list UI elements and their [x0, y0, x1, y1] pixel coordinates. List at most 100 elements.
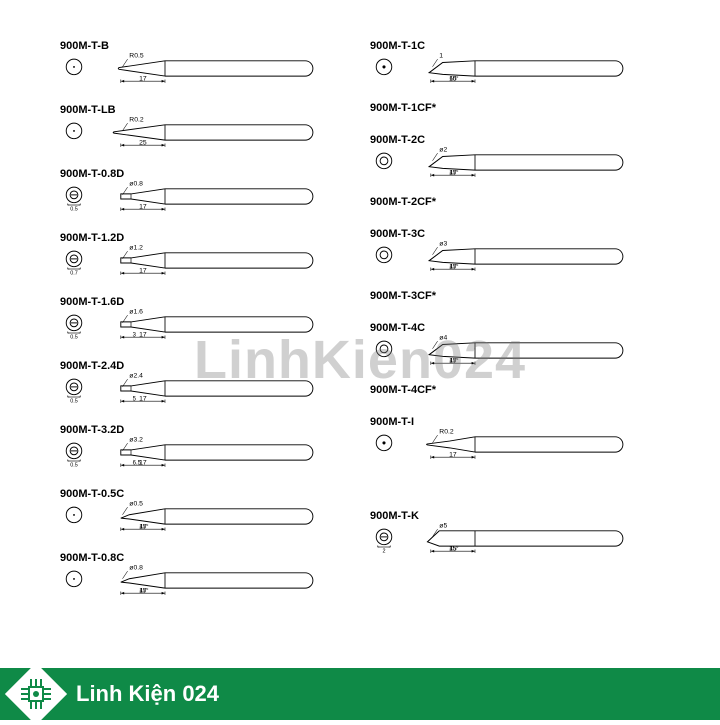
- tip-label: 900M-T-0.5C: [60, 488, 124, 500]
- tip-entry: 900M-T-3.2D 0.5 17 ø3.2 6.5: [60, 424, 350, 486]
- tip-entry: 900M-T-1.6D 0.5 17 ø1.6 3: [60, 296, 350, 358]
- tip-entry: 900M-T-4C 17 ø4 45° 900M-T-4CF*: [370, 322, 660, 414]
- tip-side-view: 17 ø0.8 45°: [96, 566, 336, 600]
- tip-side-view: 17 ø1.2: [96, 246, 336, 280]
- tip-side-view: 17 ø3.2 6.5: [96, 438, 336, 472]
- svg-text:ø2: ø2: [439, 146, 447, 153]
- cross-section-icon: [60, 120, 88, 148]
- tip-label: 900M-T-1C: [370, 40, 425, 52]
- left-column: 900M-T-B 17 R0.5 900M-T-LB: [60, 40, 350, 616]
- svg-text:45°: 45°: [450, 170, 460, 176]
- right-column: 900M-T-1C 15 1 60° 900M-T-1CF* 900M-T-2C: [370, 40, 660, 604]
- tip-side-view: 17 R0.2: [406, 430, 646, 464]
- tip-label: 900M-T-I: [370, 416, 414, 428]
- svg-text:17: 17: [139, 203, 147, 210]
- svg-text:0.5: 0.5: [70, 334, 78, 340]
- tip-entry: 900M-T-K 2 15 ø5 45°: [370, 510, 660, 602]
- svg-text:ø5: ø5: [439, 522, 447, 529]
- footer-bar: Linh Kiện 024: [0, 668, 720, 720]
- cross-section-icon: [60, 56, 88, 84]
- tip-entry: 900M-T-0.5C 17 ø0.5 45°: [60, 488, 350, 550]
- cross-section-icon: [60, 504, 88, 532]
- tip-label: 900M-T-3C: [370, 228, 425, 240]
- svg-text:ø0.8: ø0.8: [129, 180, 143, 187]
- cross-section-icon: 0.7: [60, 248, 88, 276]
- tip-label: 900M-T-0.8C: [60, 552, 124, 564]
- tip-entry: 900M-T-LB 25 R0.2: [60, 104, 350, 166]
- svg-text:1: 1: [439, 52, 443, 59]
- tip-entry: 900M-T-3C 17 ø3 45° 900M-T-3CF*: [370, 228, 660, 320]
- tip-entry: 900M-T-2C 17 ø2 45° 900M-T-2CF*: [370, 134, 660, 226]
- svg-text:R0.2: R0.2: [439, 428, 454, 435]
- svg-text:17: 17: [139, 75, 147, 82]
- svg-text:ø1.2: ø1.2: [129, 244, 143, 251]
- tip-entry: 900M-T-0.8C 17 ø0.8 45°: [60, 552, 350, 614]
- tip-entry: 900M-T-B 17 R0.5: [60, 40, 350, 102]
- svg-text:ø3.2: ø3.2: [129, 436, 143, 443]
- svg-text:R0.5: R0.5: [129, 52, 144, 59]
- cross-section-icon: [370, 56, 398, 84]
- svg-text:0.5: 0.5: [70, 206, 78, 212]
- cross-section-icon: [370, 244, 398, 272]
- footer-text: Linh Kiện 024: [76, 681, 219, 707]
- tip-label: 900M-T-1.6D: [60, 296, 124, 308]
- cross-section-icon: [60, 568, 88, 596]
- tip-entry: 900M-T-0.8D 0.5 17 ø0.8: [60, 168, 350, 230]
- cross-section-icon: 0.5: [60, 184, 88, 212]
- svg-text:0.7: 0.7: [70, 270, 78, 276]
- tip-label: 900M-T-4C: [370, 322, 425, 334]
- tip-side-view: 17 ø4 45°: [406, 336, 646, 370]
- cross-section-icon: 2: [370, 526, 398, 554]
- cross-section-icon: 0.5: [60, 312, 88, 340]
- cross-section-icon: 0.5: [60, 376, 88, 404]
- svg-text:17: 17: [139, 267, 147, 274]
- tip-label: 900M-T-LB: [60, 104, 116, 116]
- tip-label: 900M-T-K: [370, 510, 419, 522]
- tip-entry: 900M-T-I 17 R0.2: [370, 416, 660, 508]
- brand-badge: [5, 663, 67, 725]
- svg-text:17: 17: [139, 395, 147, 402]
- svg-text:45°: 45°: [450, 264, 460, 270]
- svg-text:ø0.5: ø0.5: [129, 500, 143, 507]
- tip-label-alt: 900M-T-2CF*: [370, 196, 436, 208]
- tip-side-view: 17 ø1.6 3: [96, 310, 336, 344]
- tip-side-view: 25 R0.2: [96, 118, 336, 152]
- svg-text:17: 17: [139, 331, 147, 338]
- product-diagram-card: 900M-T-B 17 R0.5 900M-T-LB: [0, 0, 720, 720]
- svg-text:R0.2: R0.2: [129, 116, 144, 123]
- svg-text:45°: 45°: [450, 546, 460, 552]
- cross-section-icon: [370, 150, 398, 178]
- svg-text:6.5: 6.5: [133, 460, 142, 466]
- svg-text:45°: 45°: [140, 524, 150, 530]
- tip-side-view: 17 ø3 45°: [406, 242, 646, 276]
- svg-text:0.5: 0.5: [70, 462, 78, 468]
- tip-side-view: 17 ø0.8: [96, 182, 336, 216]
- tip-label-alt: 900M-T-3CF*: [370, 290, 436, 302]
- tip-side-view: 17 ø2.4 5: [96, 374, 336, 408]
- cross-section-icon: 0.5: [60, 440, 88, 468]
- tip-label: 900M-T-2.4D: [60, 360, 124, 372]
- tip-label: 900M-T-1.2D: [60, 232, 124, 244]
- tip-label-alt: 900M-T-1CF*: [370, 102, 436, 114]
- svg-text:ø1.6: ø1.6: [129, 308, 143, 315]
- tip-label-alt: 900M-T-4CF*: [370, 384, 436, 396]
- svg-text:60°: 60°: [450, 76, 460, 82]
- cross-section-icon: [370, 432, 398, 460]
- svg-text:45°: 45°: [450, 358, 460, 364]
- tip-entry: 900M-T-1.2D 0.7 17 ø1.2: [60, 232, 350, 294]
- tip-label: 900M-T-3.2D: [60, 424, 124, 436]
- svg-text:ø0.8: ø0.8: [129, 564, 143, 571]
- svg-text:17: 17: [449, 451, 457, 458]
- tip-label: 900M-T-0.8D: [60, 168, 124, 180]
- tip-label: 900M-T-2C: [370, 134, 425, 146]
- svg-text:2: 2: [382, 548, 385, 554]
- tip-entry: 900M-T-1C 15 1 60° 900M-T-1CF*: [370, 40, 660, 132]
- diagram-area: 900M-T-B 17 R0.5 900M-T-LB: [60, 40, 660, 640]
- tip-side-view: 15 ø5 45°: [406, 524, 646, 558]
- tip-side-view: 15 1 60°: [406, 54, 646, 88]
- svg-text:25: 25: [139, 139, 147, 146]
- cross-section-icon: [370, 338, 398, 366]
- svg-text:ø2.4: ø2.4: [129, 372, 143, 379]
- svg-text:ø3: ø3: [439, 240, 447, 247]
- tip-label: 900M-T-B: [60, 40, 109, 52]
